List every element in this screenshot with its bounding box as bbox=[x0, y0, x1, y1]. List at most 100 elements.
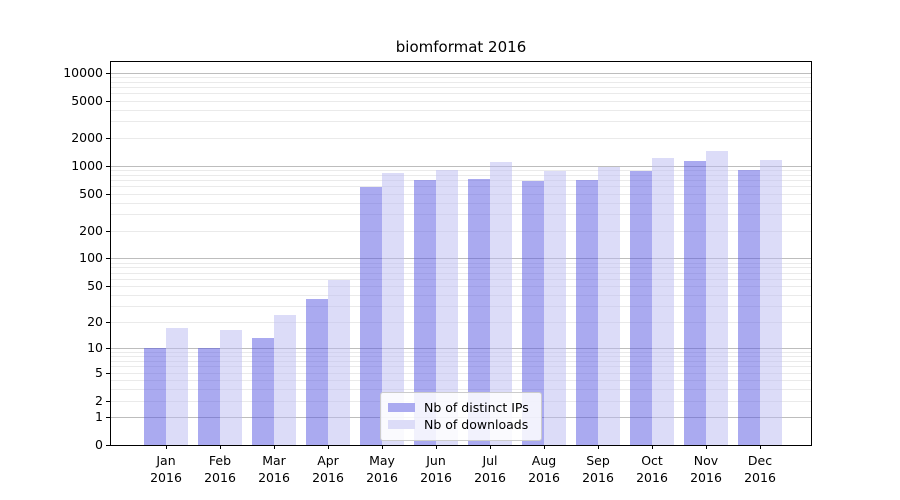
y-tick-label: 1 bbox=[95, 408, 103, 424]
y-tick-mark bbox=[106, 416, 110, 418]
y-tick-label: 100 bbox=[79, 250, 103, 266]
minor-gridline bbox=[111, 366, 811, 368]
x-tick-mark bbox=[706, 445, 707, 449]
x-tick-mark bbox=[436, 445, 437, 449]
x-tick-mark bbox=[166, 445, 167, 449]
bar-nb-of-distinct-ips bbox=[252, 338, 274, 445]
x-tick-label: Mar 2016 bbox=[258, 453, 290, 485]
minor-gridline bbox=[111, 262, 811, 264]
minor-gridline bbox=[111, 121, 811, 123]
minor-gridline bbox=[111, 180, 811, 182]
minor-gridline bbox=[111, 294, 811, 296]
minor-gridline bbox=[111, 137, 811, 139]
bar-nb-of-downloads bbox=[382, 172, 404, 445]
x-tick-mark bbox=[220, 445, 221, 449]
y-tick-label: 10000 bbox=[63, 64, 103, 80]
bar-nb-of-distinct-ips bbox=[360, 186, 382, 445]
bar-nb-of-distinct-ips bbox=[468, 178, 490, 445]
chart-title: biomformat 2016 bbox=[395, 38, 527, 56]
x-tick-label: Aug 2016 bbox=[528, 453, 560, 485]
legend: Nb of distinct IPs Nb of downloads bbox=[380, 392, 542, 441]
x-tick-mark bbox=[544, 445, 545, 449]
minor-gridline bbox=[111, 87, 811, 89]
minor-gridline bbox=[111, 186, 811, 188]
bar-nb-of-distinct-ips bbox=[522, 180, 544, 445]
x-tick-label: Nov 2016 bbox=[690, 453, 722, 485]
x-tick-label: Apr 2016 bbox=[312, 453, 344, 485]
legend-item-label: Nb of distinct IPs bbox=[424, 400, 529, 415]
legend-swatch bbox=[388, 403, 415, 412]
y-tick-mark bbox=[106, 445, 110, 446]
bar-nb-of-distinct-ips bbox=[576, 180, 598, 445]
bar-nb-of-distinct-ips bbox=[306, 299, 328, 445]
y-tick-mark bbox=[106, 230, 110, 232]
bar-nb-of-downloads bbox=[274, 314, 296, 445]
legend-item: Nb of downloads bbox=[388, 417, 533, 432]
plot-area: Nb of distinct IPs Nb of downloads bbox=[110, 61, 812, 446]
bar-nb-of-downloads bbox=[490, 162, 512, 445]
y-tick-mark bbox=[106, 372, 110, 374]
y-tick-label: 1000 bbox=[71, 157, 103, 173]
minor-gridline bbox=[111, 306, 811, 308]
minor-gridline bbox=[111, 267, 811, 269]
x-tick-label: Feb 2016 bbox=[204, 453, 236, 485]
bar-nb-of-downloads bbox=[706, 151, 728, 445]
x-tick-label: Oct 2016 bbox=[636, 453, 668, 485]
x-tick-mark bbox=[382, 445, 383, 449]
bar-nb-of-distinct-ips bbox=[414, 179, 436, 445]
y-tick-label: 200 bbox=[79, 222, 103, 238]
minor-gridline bbox=[111, 351, 811, 353]
minor-gridline bbox=[111, 214, 811, 216]
minor-gridline bbox=[111, 81, 811, 83]
minor-gridline bbox=[111, 356, 811, 358]
bar-nb-of-distinct-ips bbox=[738, 170, 760, 445]
y-tick-mark bbox=[106, 286, 110, 288]
minor-gridline bbox=[111, 109, 811, 111]
x-tick-mark bbox=[490, 445, 491, 449]
bar-nb-of-downloads bbox=[544, 170, 566, 445]
y-tick-mark bbox=[106, 193, 110, 195]
minor-gridline bbox=[111, 388, 811, 390]
major-gridline bbox=[111, 258, 811, 260]
bar-nb-of-downloads bbox=[166, 328, 188, 445]
minor-gridline bbox=[111, 230, 811, 232]
y-tick-mark bbox=[106, 137, 110, 139]
y-tick-label: 10 bbox=[87, 340, 103, 356]
y-tick-mark bbox=[106, 165, 110, 167]
minor-gridline bbox=[111, 272, 811, 274]
y-tick-mark bbox=[106, 72, 110, 74]
bar-nb-of-downloads bbox=[652, 158, 674, 445]
bar-nb-of-distinct-ips bbox=[144, 348, 166, 445]
x-tick-label: Jun 2016 bbox=[420, 453, 452, 485]
x-tick-mark bbox=[274, 445, 275, 449]
bar-nb-of-downloads bbox=[220, 330, 242, 445]
x-tick-mark bbox=[760, 445, 761, 449]
minor-gridline bbox=[111, 76, 811, 78]
y-tick-mark bbox=[106, 321, 110, 323]
bar-nb-of-distinct-ips bbox=[684, 161, 706, 445]
minor-gridline bbox=[111, 379, 811, 381]
y-tick-mark bbox=[106, 100, 110, 102]
y-tick-label: 5 bbox=[95, 364, 103, 380]
minor-gridline bbox=[111, 360, 811, 362]
y-tick-mark bbox=[106, 348, 110, 350]
y-tick-mark bbox=[106, 258, 110, 260]
legend-item: Nb of distinct IPs bbox=[388, 400, 533, 415]
x-tick-mark bbox=[328, 445, 329, 449]
x-tick-label: May 2016 bbox=[366, 453, 398, 485]
major-gridline bbox=[111, 348, 811, 350]
legend-item-label: Nb of downloads bbox=[424, 417, 529, 432]
bar-nb-of-downloads bbox=[328, 280, 350, 445]
y-tick-label: 5000 bbox=[71, 92, 103, 108]
minor-gridline bbox=[111, 169, 811, 171]
bar-nb-of-downloads bbox=[436, 169, 458, 445]
bar-nb-of-distinct-ips bbox=[198, 348, 220, 445]
x-tick-mark bbox=[652, 445, 653, 449]
y-tick-label: 0 bbox=[95, 437, 103, 452]
x-tick-mark bbox=[598, 445, 599, 449]
major-gridline bbox=[111, 72, 811, 74]
major-gridline bbox=[111, 165, 811, 167]
y-tick-mark bbox=[106, 400, 110, 402]
minor-gridline bbox=[111, 93, 811, 95]
